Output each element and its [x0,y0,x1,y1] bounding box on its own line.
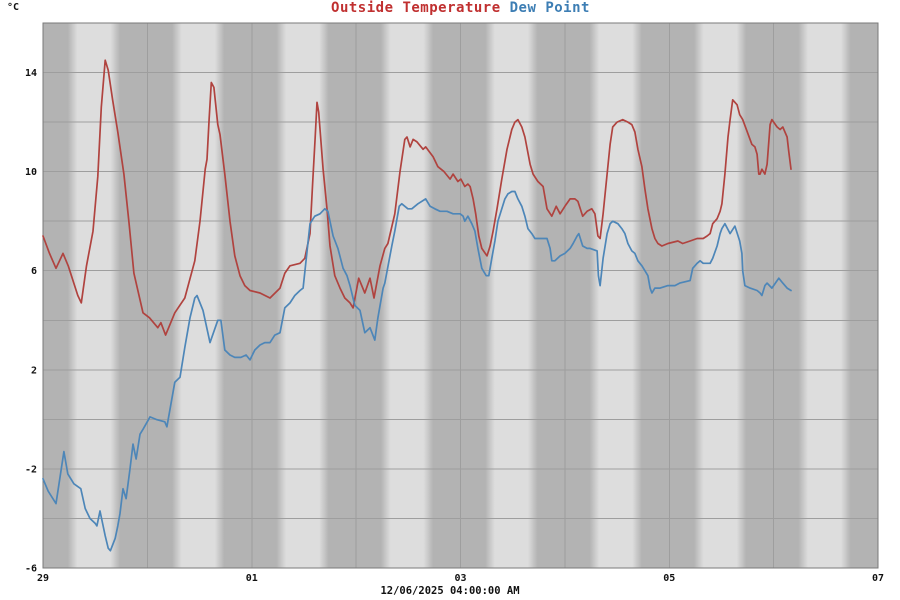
title-separator [501,0,510,16]
x-tick-label: 01 [246,573,258,584]
title-temperature: Outside Temperature [331,0,501,16]
tick-labels: 14 10 6 2 -2 -629 01 03 05 07 [25,68,884,584]
gridlines [43,23,878,568]
y-tick-label: 6 [31,266,37,277]
y-tick-label: -2 [25,464,37,475]
title-dewpoint: Dew Point [509,0,590,16]
y-tick-label: -6 [25,564,37,575]
dewpoint-line [42,190,792,552]
report-timestamp: 12/06/2025 04:00:00 AM [380,585,520,597]
x-tick-label: 03 [454,573,466,584]
y-tick-label: 10 [25,167,37,178]
y-tick-label: 2 [31,365,37,376]
x-tick-label: 29 [37,573,49,584]
temperature-line [42,59,792,336]
plot-border [42,22,879,569]
y-tick-label: 14 [25,68,37,79]
chart-title: Outside Temperature Dew Point [43,0,878,16]
x-tick-label: 05 [663,573,675,584]
y-axis-unit-label: °C [7,2,20,13]
x-tick-label: 07 [872,573,884,584]
